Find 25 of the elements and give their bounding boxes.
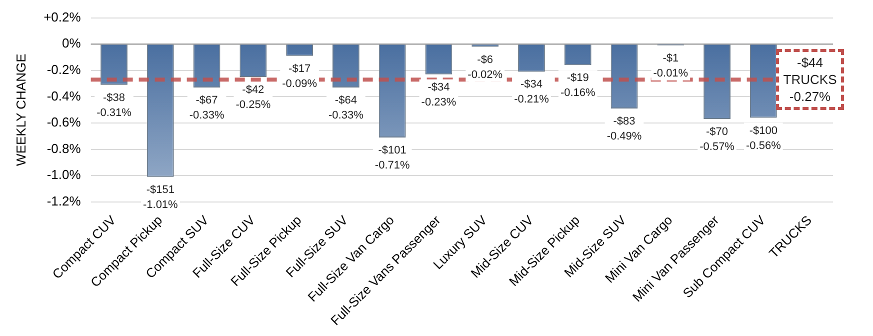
y-axis-title: WEEKLY CHANGE [13,53,28,166]
data-label: -$67 -0.33% [189,94,224,122]
data-label: -$19 -0.16% [560,72,596,100]
y-tick-label: -0.8% [46,140,82,156]
data-label: -$101 -0.71% [374,144,410,172]
data-label: -$64 -0.33% [328,94,364,122]
data-label: -$151 -1.01% [142,184,178,211]
y-tick-label: -1.2% [46,193,82,208]
data-label: -$100 -0.56% [746,124,782,152]
data-label: -$38 -0.31% [96,92,132,119]
y-tick-label: 0% [62,36,82,51]
data-label: -$42 -0.25% [236,84,271,112]
y-tick-label: +0.2% [44,9,82,24]
data-label: -$34 -0.23% [421,81,456,108]
dashed-frame: -$44 TRUCKS -0.27% [776,49,844,110]
data-label: -$1 -0.01% [653,52,688,80]
y-tick-label: -1.0% [46,167,82,182]
y-tick-label: -0.2% [46,62,82,77]
data-label: -$17 -0.09% [282,62,318,90]
data-label: -$6 -0.02% [468,54,503,81]
y-tick-label: -0.6% [46,114,82,130]
y-tick-label: -0.4% [46,88,82,104]
data-label: -$83 -0.49% [606,116,642,143]
data-label: -$34 -0.21% [514,78,550,106]
data-label: -$70 -0.57% [700,126,735,154]
